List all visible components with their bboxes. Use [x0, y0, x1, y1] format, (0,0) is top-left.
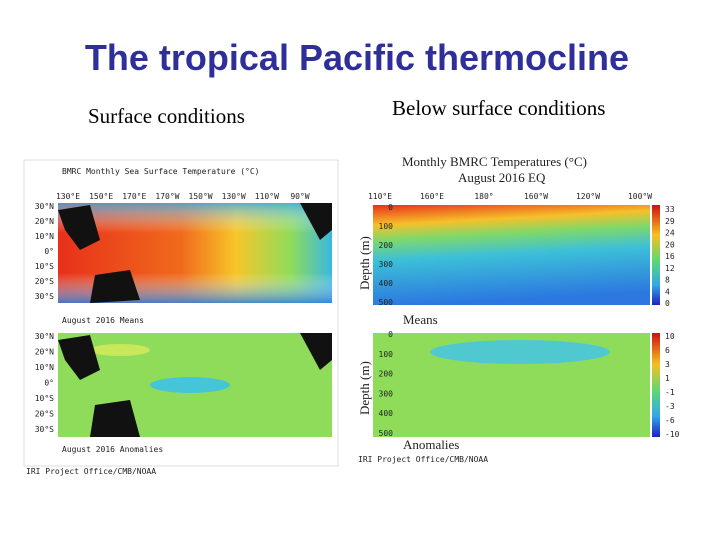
lon-label: 120°W — [576, 192, 600, 201]
lat-label: 20°S — [35, 410, 54, 419]
anomaly-patch — [150, 377, 230, 393]
depth-label: Depth (m) — [357, 236, 372, 290]
credit: IRI Project Office/CMB/NOAA — [26, 467, 156, 476]
depth-tick: 300 — [379, 260, 394, 269]
lat-label: 20°N — [35, 348, 54, 357]
slide-title: The tropical Pacific thermocline — [85, 37, 629, 78]
anomalies-caption-right: Anomalies — [403, 437, 459, 452]
depth-tick: 400 — [379, 409, 394, 418]
lon-label: 100°W — [628, 192, 652, 201]
depth-tick: 100 — [379, 350, 394, 359]
scale-label: 8 — [665, 276, 670, 285]
depth-tick: 100 — [379, 222, 394, 231]
means-caption-right: Means — [403, 312, 438, 327]
lon-label: 170°W — [155, 192, 179, 201]
scale-label: 3 — [665, 360, 670, 369]
lat-label: 10°S — [35, 262, 54, 271]
lat-label: 10°N — [35, 363, 54, 372]
lon-label: 150°W — [189, 192, 213, 201]
anomaly-patch — [90, 344, 150, 356]
lat-label: 30°S — [35, 292, 54, 301]
lon-label: 130°E — [56, 192, 80, 201]
lon-label: 160°W — [524, 192, 548, 201]
land — [58, 333, 332, 437]
scale-label: 33 — [665, 205, 675, 214]
lon-label: 110°W — [255, 192, 279, 201]
lon-label: 150°E — [89, 192, 113, 201]
colorbar — [652, 333, 660, 437]
lat-label: 20°N — [35, 217, 54, 226]
lat-label: 20°S — [35, 277, 54, 286]
lon-label: 180° — [474, 192, 493, 201]
credit: IRI Project Office/CMB/NOAA — [358, 455, 488, 464]
scale-label: 10 — [665, 332, 675, 341]
scale-label: -6 — [665, 416, 675, 425]
lon-label: 160°E — [420, 192, 444, 201]
scale-label: 1 — [665, 374, 670, 383]
scale-label: 29 — [665, 217, 675, 226]
land — [58, 203, 332, 303]
map-title: BMRC Monthly Sea Surface Temperature (°C… — [62, 167, 259, 176]
scale-label: -1 — [665, 388, 675, 397]
depth-label: Depth (m) — [357, 361, 372, 415]
scale-label: 12 — [665, 264, 675, 273]
subsurface-means — [373, 205, 650, 305]
means-caption: August 2016 Means — [62, 316, 144, 325]
scale-label: 24 — [665, 229, 675, 238]
depth-tick: 0 — [388, 203, 393, 212]
depth-tick: 300 — [379, 389, 394, 398]
right-heading: Below surface conditions — [392, 96, 605, 120]
lat-label: 10°S — [35, 394, 54, 403]
left-heading: Surface conditions — [88, 104, 245, 128]
scale-label: 20 — [665, 240, 675, 249]
plot-title: Monthly BMRC Temperatures (°C) — [402, 154, 587, 169]
anomalies-caption: August 2016 Anomalies — [62, 445, 163, 454]
scale-label: 16 — [665, 252, 675, 261]
lat-label: 0° — [44, 379, 54, 388]
lat-label: 0° — [44, 247, 54, 256]
lon-label: 90°W — [290, 192, 309, 201]
colorbar — [652, 205, 660, 305]
scale-label: 6 — [665, 346, 670, 355]
anomaly-patch — [430, 340, 610, 364]
plot-subtitle: August 2016 EQ — [458, 170, 546, 185]
scale-label: -3 — [665, 402, 675, 411]
lon-label: 170°E — [122, 192, 146, 201]
depth-tick: 500 — [379, 429, 394, 438]
lat-label: 30°S — [35, 425, 54, 434]
lat-label: 30°N — [35, 202, 54, 211]
scale-label: -10 — [665, 430, 680, 439]
lon-label: 130°W — [222, 192, 246, 201]
lat-label: 10°N — [35, 232, 54, 241]
depth-tick: 400 — [379, 279, 394, 288]
depth-tick: 200 — [379, 370, 394, 379]
depth-tick: 200 — [379, 241, 394, 250]
depth-tick: 500 — [379, 298, 394, 307]
lat-label: 30°N — [35, 332, 54, 341]
scale-label: 4 — [665, 287, 670, 296]
depth-tick: 0 — [388, 330, 393, 339]
scale-label: 0 — [665, 299, 670, 308]
lon-label: 110°E — [368, 192, 392, 201]
